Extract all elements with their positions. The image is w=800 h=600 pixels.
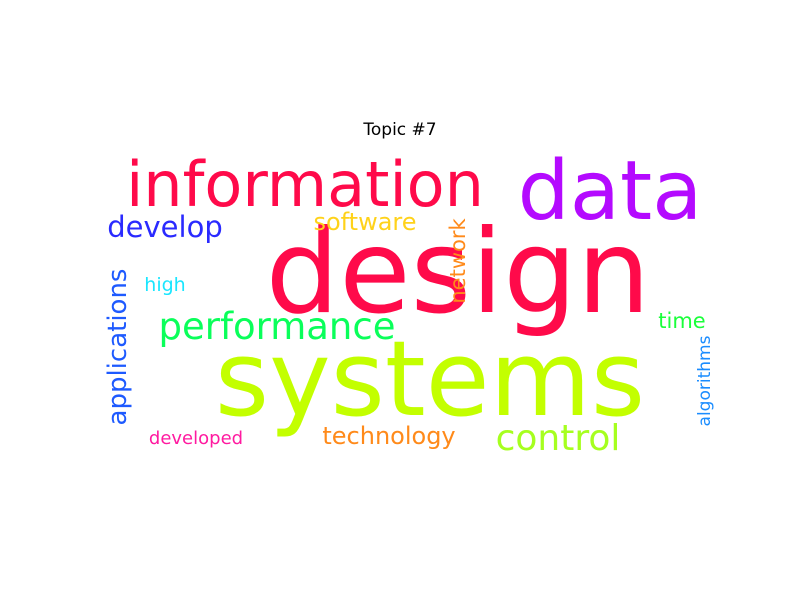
word-control: control bbox=[496, 418, 621, 459]
word-applications: applications bbox=[103, 269, 133, 426]
word-software: software bbox=[313, 208, 416, 236]
word-developed: developed bbox=[149, 428, 243, 449]
word-develop: develop bbox=[107, 210, 222, 244]
word-performance: performance bbox=[159, 305, 396, 348]
word-network: network bbox=[446, 218, 470, 304]
word-design: design bbox=[266, 205, 651, 340]
word-algorithms: algorithms bbox=[695, 335, 715, 426]
word-information: information bbox=[126, 148, 484, 221]
word-high: high bbox=[144, 274, 185, 296]
word-data: data bbox=[518, 144, 703, 239]
wordcloud-title: Topic #7 bbox=[363, 120, 437, 140]
word-technology: technology bbox=[322, 422, 455, 450]
word-time: time bbox=[658, 309, 705, 333]
word-systems: systems bbox=[215, 318, 645, 440]
